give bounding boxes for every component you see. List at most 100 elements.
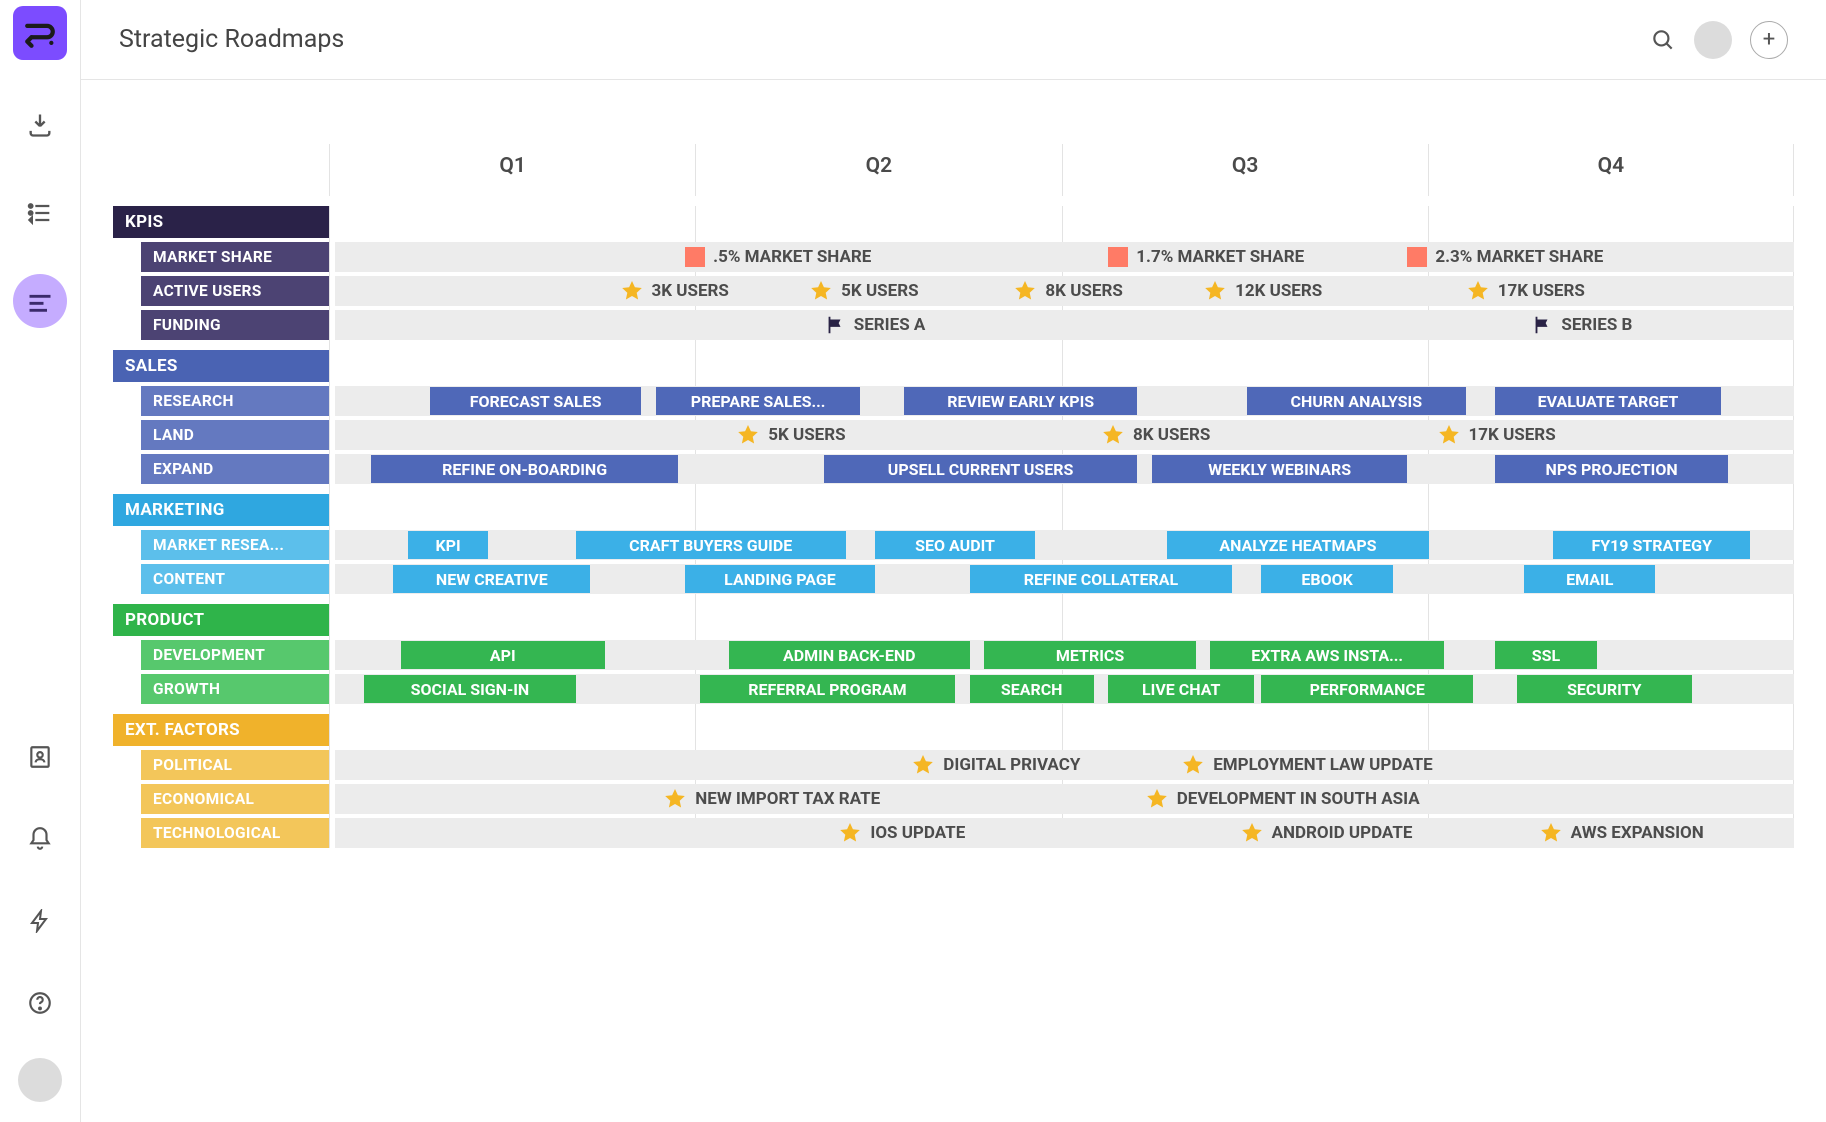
milestone-item[interactable]: EMPLOYMENT LAW UPDATE [1181, 750, 1432, 780]
bar-item[interactable]: REVIEW EARLY KPIS [904, 387, 1137, 415]
bar-item[interactable]: WEEKLY WEBINARS [1152, 455, 1407, 483]
topbar: Strategic Roadmaps + [81, 0, 1826, 80]
star-icon [1240, 821, 1264, 845]
milestone-item[interactable]: 5K USERS [809, 276, 918, 306]
milestone-label: 17K USERS [1469, 425, 1556, 445]
milestone-label: DIGITAL PRIVACY [943, 755, 1080, 775]
help-icon[interactable] [13, 976, 67, 1030]
bar-item[interactable]: SOCIAL SIGN-IN [364, 675, 576, 703]
notifications-icon[interactable] [13, 812, 67, 866]
bar-item[interactable]: EXTRA AWS INSTA... [1210, 641, 1443, 669]
bar-item[interactable]: FORECAST SALES [430, 387, 642, 415]
flag-icon [824, 314, 846, 336]
lane-land[interactable]: LAND [141, 420, 329, 450]
user-avatar[interactable] [18, 1058, 62, 1102]
topbar-avatar[interactable] [1694, 21, 1732, 59]
milestone-item[interactable]: 2.3% MARKET SHARE [1407, 242, 1603, 272]
star-icon [663, 787, 687, 811]
milestone-item[interactable]: 5K USERS [736, 420, 845, 450]
milestone-item[interactable]: 1.7% MARKET SHARE [1108, 242, 1304, 272]
search-icon[interactable] [1650, 27, 1676, 53]
activity-icon[interactable] [13, 894, 67, 948]
milestone-item[interactable]: ANDROID UPDATE [1240, 818, 1413, 848]
quarter-q4: Q4 [1428, 144, 1794, 196]
lane-development[interactable]: DEVELOPMENT [141, 640, 329, 670]
bar-item[interactable]: ADMIN BACK-END [729, 641, 970, 669]
track-technological: IOS UPDATE ANDROID UPDATE AWS EXPANSION [335, 818, 1794, 848]
roadmap-icon[interactable] [13, 274, 67, 328]
bar-item[interactable]: ANALYZE HEATMAPS [1167, 531, 1430, 559]
bar-item[interactable]: NEW CREATIVE [393, 565, 590, 593]
star-icon [809, 279, 833, 303]
bar-item[interactable]: EMAIL [1524, 565, 1655, 593]
milestone-label: 1.7% MARKET SHARE [1136, 247, 1304, 267]
milestone-item[interactable]: .5% MARKET SHARE [685, 242, 871, 272]
app-logo[interactable] [13, 6, 67, 60]
bar-item[interactable]: LIVE CHAT [1108, 675, 1254, 703]
milestone-item[interactable]: 3K USERS [620, 276, 729, 306]
milestone-item[interactable]: DEVELOPMENT IN SOUTH ASIA [1145, 784, 1420, 814]
milestone-label: 12K USERS [1235, 281, 1322, 301]
milestone-item[interactable]: 8K USERS [1013, 276, 1122, 306]
bar-item[interactable]: REFINE ON-BOARDING [371, 455, 677, 483]
bar-item[interactable]: NPS PROJECTION [1495, 455, 1728, 483]
bar-item[interactable]: REFERRAL PROGRAM [700, 675, 955, 703]
milestone-item[interactable]: 12K USERS [1203, 276, 1322, 306]
lane-research[interactable]: RESEARCH [141, 386, 329, 416]
section-product[interactable]: PRODUCT [113, 604, 329, 636]
bar-item[interactable]: EBOOK [1261, 565, 1392, 593]
list-icon[interactable] [13, 186, 67, 240]
download-icon[interactable] [13, 98, 67, 152]
bar-item[interactable]: SSL [1495, 641, 1597, 669]
bar-item[interactable]: API [401, 641, 605, 669]
lane-funding[interactable]: FUNDING [141, 310, 329, 340]
lane-growth[interactable]: GROWTH [141, 674, 329, 704]
bar-item[interactable]: LANDING PAGE [685, 565, 875, 593]
milestone-item[interactable]: SERIES B [1531, 310, 1632, 340]
bar-item[interactable]: SEARCH [970, 675, 1094, 703]
contacts-icon[interactable] [13, 730, 67, 784]
add-button[interactable]: + [1750, 21, 1788, 59]
section-marketing[interactable]: MARKETING [113, 494, 329, 526]
bar-item[interactable]: CRAFT BUYERS GUIDE [576, 531, 846, 559]
bar-item[interactable]: EVALUATE TARGET [1495, 387, 1721, 415]
bar-item[interactable]: KPI [408, 531, 488, 559]
bar-item[interactable]: REFINE COLLATERAL [970, 565, 1233, 593]
lane-content[interactable]: CONTENT [141, 564, 329, 594]
bar-item[interactable]: UPSELL CURRENT USERS [824, 455, 1138, 483]
lane-active-users[interactable]: ACTIVE USERS [141, 276, 329, 306]
section-sales[interactable]: SALES [113, 350, 329, 382]
bar-item[interactable]: CHURN ANALYSIS [1247, 387, 1466, 415]
lane-expand[interactable]: EXPAND [141, 454, 329, 484]
section-ext-factors[interactable]: EXT. FACTORS [113, 714, 329, 746]
lane-market-research[interactable]: MARKET RESEA... [141, 530, 329, 560]
bar-item[interactable]: FY19 STRATEGY [1553, 531, 1750, 559]
milestone-item[interactable]: 17K USERS [1466, 276, 1585, 306]
bar-item[interactable]: SEO AUDIT [875, 531, 1035, 559]
roadmap: Q1 Q2 Q3 Q4 KPISMARKET SHARE.5% MARKET S… [113, 144, 1794, 848]
milestone-item[interactable]: DIGITAL PRIVACY [911, 750, 1080, 780]
milestone-item[interactable]: 8K USERS [1101, 420, 1210, 450]
milestone-label: 2.3% MARKET SHARE [1435, 247, 1603, 267]
star-icon [911, 753, 935, 777]
track-market-research: KPI CRAFT BUYERS GUIDE SEO AUDIT ANALYZE HE… [335, 530, 1794, 560]
milestone-label: NEW IMPORT TAX RATE [695, 789, 880, 809]
milestone-label: 5K USERS [841, 281, 918, 301]
lane-market-share[interactable]: MARKET SHARE [141, 242, 329, 272]
lane-economical[interactable]: ECONOMICAL [141, 784, 329, 814]
milestone-item[interactable]: NEW IMPORT TAX RATE [663, 784, 880, 814]
track-land: 5K USERS 8K USERS 17K USERS [335, 420, 1794, 450]
bar-item[interactable]: METRICS [984, 641, 1196, 669]
square-icon [1407, 247, 1427, 267]
lane-political[interactable]: POLITICAL [141, 750, 329, 780]
bar-item[interactable]: PERFORMANCE [1261, 675, 1473, 703]
bar-item[interactable]: SECURITY [1517, 675, 1692, 703]
bar-item[interactable]: PREPARE SALES... [656, 387, 860, 415]
section-kpis[interactable]: KPIS [113, 206, 329, 238]
milestone-item[interactable]: IOS UPDATE [838, 818, 965, 848]
milestone-item[interactable]: 17K USERS [1437, 420, 1556, 450]
milestone-item[interactable]: SERIES A [824, 310, 926, 340]
milestone-item[interactable]: AWS EXPANSION [1539, 818, 1704, 848]
lane-technological[interactable]: TECHNOLOGICAL [141, 818, 329, 848]
star-icon [1466, 279, 1490, 303]
